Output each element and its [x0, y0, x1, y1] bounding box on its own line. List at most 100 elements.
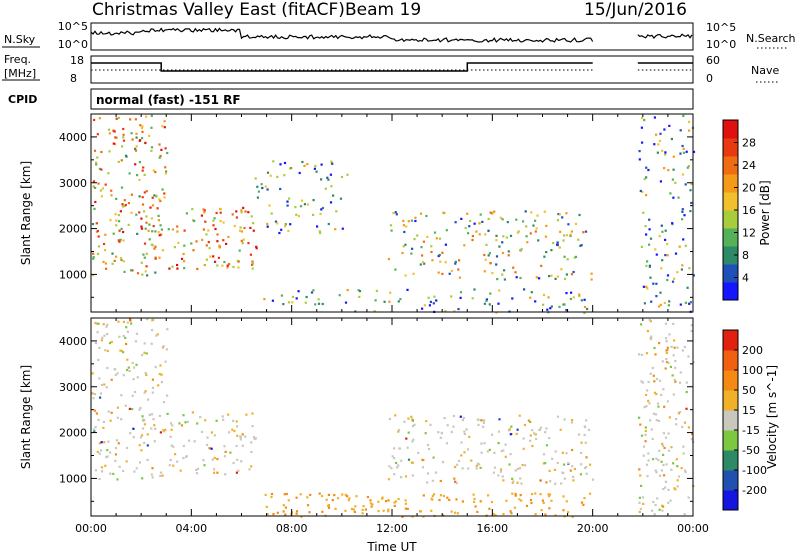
echo-cell	[570, 273, 574, 276]
echo-cell	[402, 245, 405, 248]
echo-cell	[97, 245, 101, 248]
echo-cell	[579, 244, 582, 247]
echo-cell	[692, 150, 696, 153]
echo-cell	[218, 246, 221, 249]
echo-cell	[670, 137, 673, 141]
echo-cell	[134, 340, 137, 343]
echo-cell	[145, 115, 148, 118]
echo-cell	[659, 291, 662, 294]
echo-cell	[511, 492, 514, 495]
colorbar-segment	[723, 330, 738, 351]
colorbar-segment	[723, 370, 738, 391]
echo-cell	[638, 468, 641, 471]
echo-cell	[122, 320, 125, 323]
echo-cell	[439, 494, 443, 497]
echo-cell	[457, 268, 460, 271]
y-tick-label: 2000	[59, 223, 87, 236]
echo-cell	[539, 426, 542, 429]
echo-cell	[545, 481, 548, 484]
echo-cell	[202, 459, 205, 462]
echo-cell	[284, 513, 287, 516]
echo-cell	[97, 322, 101, 325]
echo-cell	[565, 452, 568, 455]
echo-cell	[638, 150, 641, 153]
echo-cell	[654, 503, 657, 507]
echo-cell	[519, 276, 522, 280]
echo-cell	[488, 507, 491, 510]
echo-cell	[537, 239, 540, 242]
echo-cell	[270, 495, 273, 499]
echo-cell	[446, 424, 449, 427]
echo-cell	[420, 212, 423, 215]
echo-cell	[145, 265, 148, 268]
echo-cell	[661, 444, 665, 447]
colorbar-segment	[723, 282, 738, 301]
velocity-xlabel: Time UT	[366, 540, 417, 554]
echo-cell	[335, 210, 338, 213]
echo-cell	[158, 234, 161, 237]
echo-cell	[483, 302, 486, 305]
echo-cell	[142, 166, 145, 169]
echo-cell	[172, 464, 175, 467]
echo-cell	[251, 425, 254, 428]
echo-cell	[149, 206, 152, 209]
echo-cell	[571, 465, 574, 468]
echo-cell	[572, 479, 575, 482]
echo-cell	[122, 374, 125, 377]
echo-cell	[674, 359, 677, 363]
echo-cell	[459, 291, 463, 294]
echo-cell	[284, 506, 287, 509]
echo-cell	[362, 505, 365, 508]
echo-cell	[209, 255, 212, 258]
echo-cell	[115, 197, 118, 200]
echo-cell	[158, 156, 161, 159]
echo-cell	[510, 425, 513, 428]
echo-cell	[196, 422, 199, 425]
echo-cell	[641, 141, 644, 144]
echo-cell	[663, 167, 666, 170]
echo-cell	[208, 247, 211, 250]
echo-cell	[219, 208, 222, 211]
echo-cell	[679, 303, 682, 306]
echo-cell	[685, 150, 688, 153]
echo-cell	[238, 229, 242, 232]
echo-cell	[574, 255, 578, 258]
echo-cell	[480, 442, 483, 445]
colorbar-segment	[723, 350, 738, 371]
echo-cell	[681, 425, 684, 428]
echo-cell	[232, 265, 235, 269]
echo-cell	[109, 472, 112, 475]
echo-cell	[412, 438, 415, 441]
colorbar-segment	[723, 390, 738, 411]
echo-cell	[159, 154, 162, 158]
echo-cell	[235, 444, 238, 448]
echo-cell	[423, 304, 426, 307]
echo-cell	[308, 511, 311, 514]
echo-cell	[422, 459, 425, 462]
echo-cell	[548, 493, 552, 496]
echo-cell	[489, 211, 492, 214]
echo-cell	[674, 366, 677, 369]
echo-cell	[235, 210, 238, 213]
echo-cell	[210, 447, 213, 450]
power-plot-bg	[91, 114, 693, 312]
echo-cell	[589, 492, 592, 495]
echo-cell	[120, 258, 123, 262]
echo-cell	[661, 259, 664, 262]
echo-cell	[158, 143, 161, 146]
echo-cell	[106, 449, 109, 452]
echo-cell	[543, 210, 546, 213]
echo-cell	[177, 241, 180, 244]
echo-cell	[238, 249, 241, 252]
echo-cell	[115, 439, 119, 442]
echo-cell	[332, 194, 335, 197]
echo-cell	[95, 412, 98, 415]
echo-cell	[110, 189, 113, 192]
echo-cell	[112, 129, 115, 132]
echo-cell	[664, 367, 667, 370]
echo-cell	[208, 447, 211, 450]
echo-cell	[131, 269, 134, 272]
echo-cell	[397, 430, 400, 433]
echo-cell	[463, 244, 466, 247]
echo-cell	[454, 480, 457, 483]
